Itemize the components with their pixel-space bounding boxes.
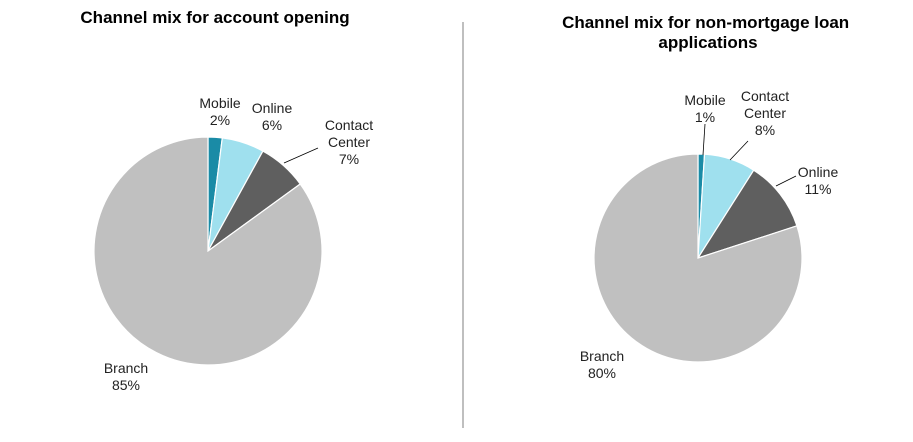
slice-value-label: 6% — [262, 117, 282, 133]
slice-name-label: Mobile — [684, 92, 725, 108]
chart-title-line-2: applications — [658, 33, 757, 52]
chart-title: Channel mix for non-mortgage loan applic… — [562, 13, 854, 52]
slice-value-label: 1% — [695, 109, 715, 125]
slice-label-contact-center: Contact Center 8% — [741, 88, 789, 138]
slice-name-label: Center — [744, 105, 786, 121]
slice-name-label: Online — [252, 100, 293, 116]
slice-label-mobile: Mobile 1% — [684, 92, 725, 125]
pie-labels-account-opening: Mobile 2% Online 6% Contact Center 7% Branch 85% — [104, 95, 373, 393]
pie-slice-branch — [93, 136, 323, 366]
chart-title-line-1: Channel mix for non-mortgage loan — [562, 13, 849, 32]
slice-label-online: Online 11% — [798, 164, 839, 197]
pie-labels-loan-applications: Mobile 1% Contact Center 8% Online 11% Branch 80… — [580, 88, 839, 381]
slice-name-label: Contact — [741, 88, 789, 104]
slice-value-label: 85% — [112, 377, 140, 393]
pie-slice-online — [696, 169, 798, 260]
slice-label-branch: Branch 85% — [104, 360, 148, 393]
slice-name-label: Contact — [325, 117, 373, 133]
chart-account-opening: Channel mix for account opening Mobile 2%… — [80, 8, 373, 393]
slice-value-label: 8% — [755, 122, 775, 138]
slice-name-label: Online — [798, 164, 839, 180]
slice-value-label: 7% — [339, 151, 359, 167]
slice-name-label: Mobile — [199, 95, 240, 111]
pie-slice-branch — [593, 153, 803, 363]
slice-label-contact-center: Contact Center 7% — [325, 117, 373, 167]
leader-line — [702, 123, 706, 156]
leader-line — [729, 140, 749, 161]
slice-value-label: 2% — [210, 112, 230, 128]
chart-loan-applications: Channel mix for non-mortgage loan applic… — [562, 13, 854, 381]
slice-label-online: Online 6% — [252, 100, 293, 133]
pie-loan-applications — [593, 153, 803, 363]
slice-value-label: 11% — [805, 181, 832, 197]
slice-label-branch: Branch 80% — [580, 348, 624, 381]
slice-label-mobile: Mobile 2% — [199, 95, 240, 128]
slice-name-label: Branch — [104, 360, 148, 376]
leader-line — [775, 175, 797, 187]
chart-title: Channel mix for account opening — [80, 8, 349, 27]
leader-line — [283, 147, 319, 164]
slice-value-label: 80% — [588, 365, 616, 381]
slice-name-label: Branch — [580, 348, 624, 364]
slice-name-label: Center — [328, 134, 370, 150]
pie-account-opening — [93, 136, 323, 366]
